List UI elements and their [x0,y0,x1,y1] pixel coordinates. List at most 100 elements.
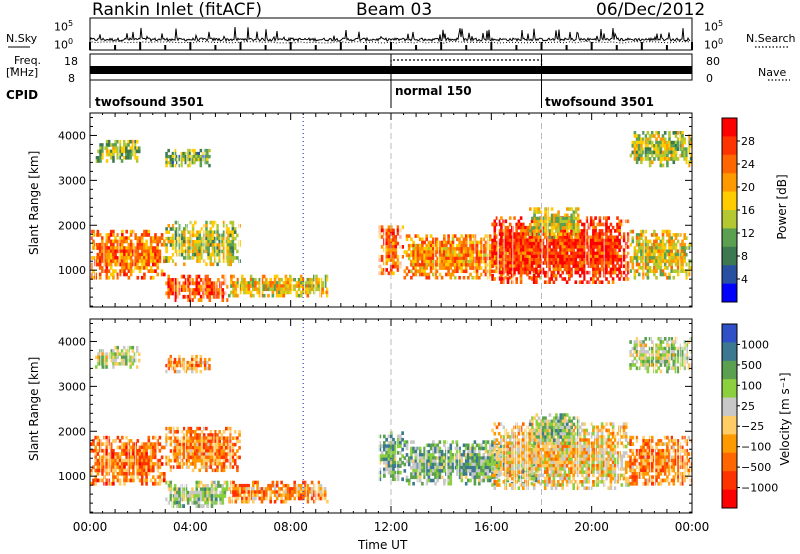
velocity-cell [143,445,146,450]
power-cell [160,242,164,247]
power-cell [568,235,571,240]
velocity-cell [173,484,177,488]
velocity-cell [225,439,228,444]
power-cell [517,219,521,224]
power-cell [600,254,604,259]
power-cell [321,281,325,285]
power-cell [589,216,593,220]
power-cell [535,223,539,227]
velocity-cell [304,490,307,494]
power-cell [618,270,621,275]
velocity-cell [217,494,220,498]
power-cell [445,240,448,245]
power-cell [116,233,120,237]
power-cell [557,251,560,256]
power-cell [178,157,181,162]
power-cell [200,252,204,257]
power-cell [627,261,630,265]
power-cell [646,269,650,273]
power-cell [208,284,212,289]
velocity-cell [107,481,111,486]
power-cell [149,266,153,270]
velocity-cell [302,487,305,491]
power-cell [392,258,395,262]
velocity-cell [176,452,179,456]
power-cell [412,240,415,245]
velocity-cell [193,363,196,368]
power-cell [418,269,422,274]
power-cell [131,143,135,147]
power-cell [101,246,104,250]
velocity-cell [222,439,226,444]
velocity-cell [107,458,111,463]
velocity-cell [198,446,201,450]
power-cell [539,241,543,246]
power-cell [561,219,565,224]
power-cell [447,253,450,258]
power-cell [197,157,200,162]
power-cell [434,253,437,258]
power-cell [416,253,420,258]
velocity-cell [203,357,207,362]
power-cell [526,241,529,246]
velocity-cell [236,496,240,501]
power-cell [133,143,137,147]
power-cell [681,262,684,267]
power-cell [197,284,201,289]
power-cell [598,229,602,233]
velocity-cell [199,494,203,498]
velocity-cell [225,455,228,460]
power-cell [186,294,190,299]
power-cell [189,281,192,286]
power-cell [143,275,146,280]
power-cell [460,247,464,251]
velocity-cell [191,436,195,440]
power-cell [611,264,615,268]
velocity-cell [210,480,214,485]
velocity-cell [234,496,238,501]
power-cell [460,240,464,245]
power-cell [668,140,671,145]
power-cell [517,270,521,275]
velocity-cell [183,426,186,431]
power-cell [663,153,667,158]
power-cell [531,226,534,230]
power-cell [583,232,586,236]
power-cell [138,239,142,244]
power-cell [199,288,203,292]
power-cell [196,252,199,257]
power-cell [552,241,556,246]
velocity-cell [107,439,111,443]
power-cell [154,256,157,260]
power-cell [195,278,199,282]
power-cell [544,232,547,236]
velocity-cell [154,478,157,483]
power-cell [129,266,133,270]
power-cell [434,247,437,251]
velocity-cell [163,472,166,476]
power-cell [205,230,208,234]
power-cell [589,251,593,256]
power-cell [184,154,188,159]
velocity-cell [107,435,111,440]
power-cell [637,233,641,237]
power-cell [173,154,177,159]
power-cell [552,261,556,265]
power-cell [443,234,446,238]
power-cell [637,249,641,254]
power-cell [627,277,630,281]
power-cell [484,263,488,267]
power-cell [432,240,435,245]
power-cell [585,232,589,236]
velocity-cell [112,481,115,486]
velocity-cell [299,490,303,494]
velocity-cell [197,500,201,505]
beam-title: Beam 03 [356,0,433,20]
power-cell [469,237,472,242]
power-cell [568,216,571,221]
velocity-cell [204,497,207,502]
power-cell [440,250,444,254]
power-cell [544,235,547,240]
power-cell [180,252,184,257]
power-cell [160,233,164,237]
